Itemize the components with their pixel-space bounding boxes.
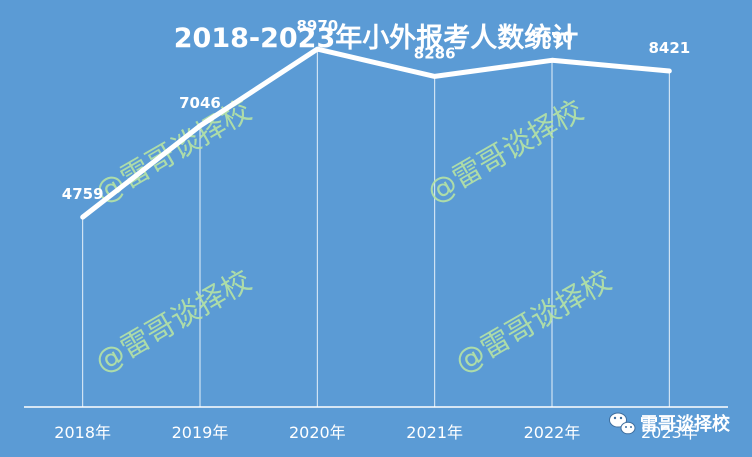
watermark-text: @雷哥谈择校 xyxy=(449,263,617,379)
wechat-icon xyxy=(609,412,636,435)
x-tick-label: 2023年 xyxy=(641,423,698,442)
chart-title: 2018-2023年小外报考人数统计 xyxy=(174,22,579,54)
series-line xyxy=(80,46,672,220)
brand-label: 雷哥谈择校 xyxy=(640,413,731,435)
data-label: 8690 xyxy=(531,28,573,46)
x-tick-label: 2019年 xyxy=(172,423,229,442)
data-label: 8421 xyxy=(648,39,690,57)
watermark-layer: @雷哥谈择校 @雷哥谈择校@雷哥谈择校 @雷哥谈择校 xyxy=(89,93,617,379)
x-tick-label: 2018年 xyxy=(54,423,111,442)
data-label: 8286 xyxy=(414,44,456,62)
data-label: 8970 xyxy=(296,17,338,35)
data-label: 4759 xyxy=(62,185,104,203)
x-tick-label: 2022年 xyxy=(524,423,581,442)
brand-badge: 雷哥谈择校 xyxy=(609,412,731,435)
data-labels: 4759 7046 8970 8286 8690 8421 xyxy=(62,17,690,203)
watermark-text: @雷哥谈择校 xyxy=(89,263,257,379)
x-tick-labels: 2018年 2019年 2020年 2021年 2022年 2023年 xyxy=(54,423,697,442)
drop-lines xyxy=(82,49,670,407)
x-tick-label: 2021年 xyxy=(406,423,463,442)
data-label: 7046 xyxy=(179,94,221,112)
x-tick-label: 2020年 xyxy=(289,423,346,442)
watermark-text: @雷哥谈择校 xyxy=(421,93,589,209)
